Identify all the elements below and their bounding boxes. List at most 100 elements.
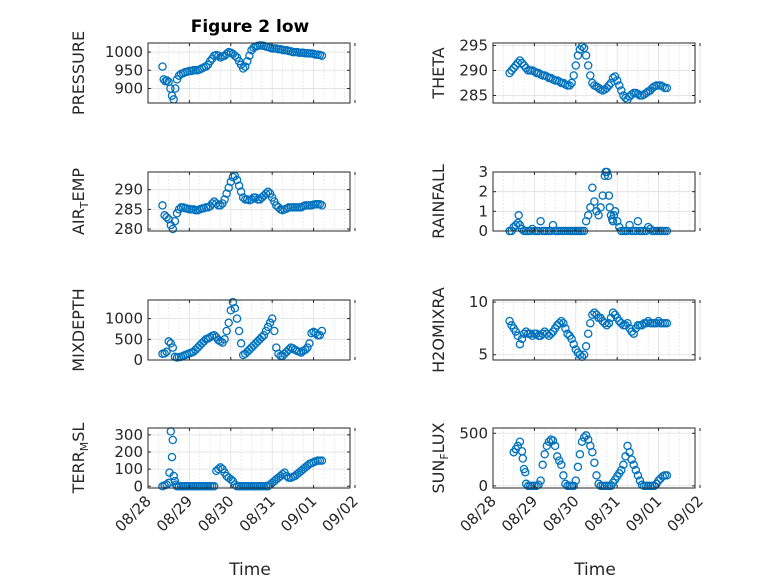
data-point xyxy=(515,437,525,446)
data-point xyxy=(257,332,267,342)
data-point xyxy=(251,193,260,202)
data-point xyxy=(162,347,171,356)
data-point xyxy=(635,476,645,485)
data-point xyxy=(261,326,271,336)
data-point xyxy=(588,183,597,192)
y-ticks-theta: 285 290 295 xyxy=(459,37,695,105)
data-point xyxy=(658,82,667,91)
data-point xyxy=(515,339,525,349)
x-ticks-pressure xyxy=(147,43,356,103)
data-point xyxy=(623,318,632,328)
data-point xyxy=(608,73,618,83)
data-point xyxy=(301,345,310,354)
data-point xyxy=(627,90,636,99)
data-point xyxy=(214,464,223,474)
data-point xyxy=(594,211,603,220)
data-point xyxy=(265,318,275,328)
data-point xyxy=(236,339,246,348)
data-point xyxy=(166,339,176,348)
data-point xyxy=(517,58,527,68)
plot-area-rainfall xyxy=(493,172,695,231)
y-ticks-sun-flux: 0 500 xyxy=(459,424,695,495)
data-point xyxy=(205,56,215,66)
y-tick-label: 5 xyxy=(478,346,488,364)
data-point xyxy=(563,329,572,338)
data-point xyxy=(605,203,614,212)
x-ticks-theta xyxy=(492,43,701,103)
data-point xyxy=(230,51,240,60)
y-tick-label: 10 xyxy=(469,293,488,311)
data-point xyxy=(617,465,626,475)
data-point xyxy=(662,83,672,93)
y-tick-label: 500 xyxy=(459,424,488,442)
data-point xyxy=(209,330,219,340)
data-point xyxy=(270,326,279,336)
data-point xyxy=(586,318,595,328)
data-point xyxy=(662,318,672,328)
data-point xyxy=(579,350,589,359)
data-point xyxy=(158,62,167,71)
data-point xyxy=(588,447,597,457)
data-point xyxy=(559,471,568,480)
data-point xyxy=(164,337,173,346)
data-point xyxy=(174,205,184,214)
data-point xyxy=(511,327,521,336)
data-point xyxy=(162,212,171,222)
data-point xyxy=(521,467,530,477)
data-point xyxy=(511,220,521,230)
data-point xyxy=(209,482,219,491)
y-tick-label: 3 xyxy=(478,163,488,181)
data-point xyxy=(521,327,531,336)
data-point xyxy=(604,318,614,328)
grid-terr-msl xyxy=(147,428,356,488)
x-tick-label: 09/01 xyxy=(277,492,320,535)
data-point xyxy=(222,326,231,336)
data-point xyxy=(162,76,172,85)
data-point xyxy=(579,43,589,53)
x-tick-label: 09/01 xyxy=(622,492,665,535)
data-point xyxy=(617,86,626,95)
data-point xyxy=(236,187,246,196)
y-ticks-rainfall: 0 12 3 xyxy=(478,163,695,240)
data-point xyxy=(629,460,638,470)
data-point xyxy=(201,62,211,71)
data-point xyxy=(515,56,525,65)
data-point xyxy=(546,329,556,338)
data-point xyxy=(169,471,178,481)
data-point xyxy=(222,189,231,198)
x-tick-label: 08/31 xyxy=(236,492,279,535)
data-point xyxy=(627,455,636,464)
data-point xyxy=(641,318,651,328)
data-point xyxy=(604,81,614,90)
data-point xyxy=(650,481,659,491)
data-point xyxy=(243,56,252,66)
data-point xyxy=(222,49,231,59)
y-axis-label-h2omixra: H2OMIXRA xyxy=(429,287,448,373)
data-point xyxy=(267,314,277,323)
y-axis-label-terr-msl: TERRMSL xyxy=(69,423,91,495)
data-point xyxy=(598,191,607,200)
data-point xyxy=(230,304,240,313)
data-point xyxy=(220,335,229,344)
data-point xyxy=(602,321,612,330)
data-point xyxy=(167,452,177,462)
data-point xyxy=(241,62,250,71)
data-point xyxy=(633,216,643,226)
panel-rainfall: 0 12 3 RAINFALL xyxy=(429,163,701,240)
axes-box-terr-msl xyxy=(147,427,351,489)
data-point xyxy=(617,318,626,328)
data-point xyxy=(575,350,585,359)
x-tick-label: 08/29 xyxy=(153,492,196,535)
data-point xyxy=(567,78,576,88)
data-point xyxy=(263,187,273,196)
x-tick-label: 08/31 xyxy=(581,492,624,535)
data-point xyxy=(234,181,244,191)
plot-area-theta xyxy=(493,43,695,103)
data-point xyxy=(505,68,514,78)
data-point xyxy=(586,203,595,212)
data-point xyxy=(610,72,620,81)
